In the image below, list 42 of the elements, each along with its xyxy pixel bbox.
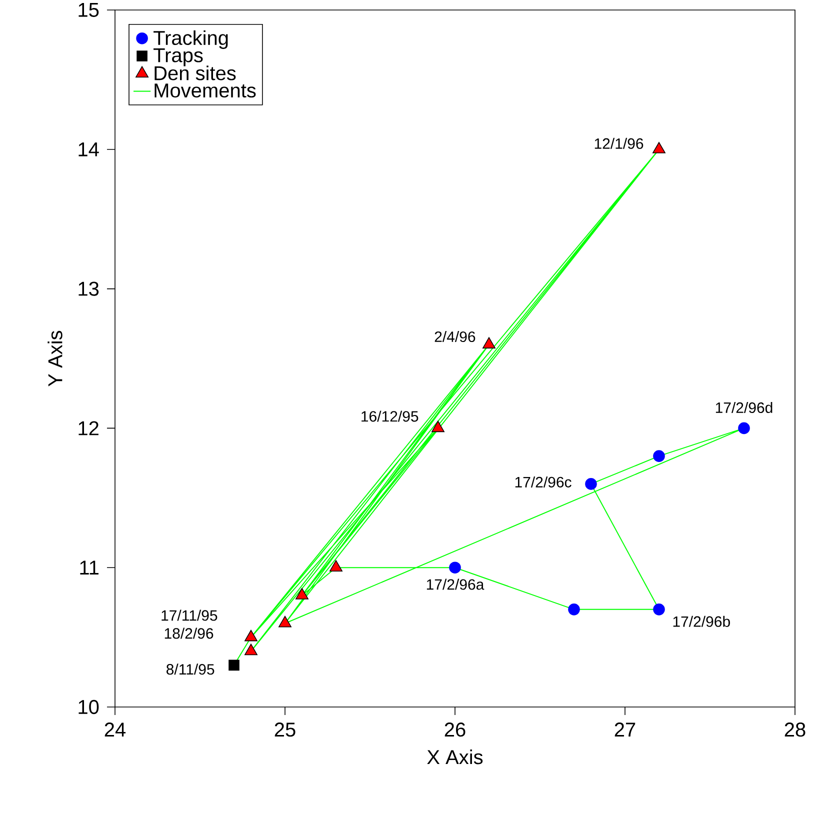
x-tick-label: 27 xyxy=(614,722,636,736)
annotation: 18/2/96 xyxy=(164,628,214,639)
annotation: 17/11/95 xyxy=(162,610,218,621)
point xyxy=(738,422,750,434)
point xyxy=(228,660,240,671)
x-axis-title: X Axis xyxy=(427,750,483,764)
x-tick-label: 24 xyxy=(104,722,126,736)
point xyxy=(244,630,258,642)
y-tick-label: 15 xyxy=(78,3,99,17)
point xyxy=(296,588,308,600)
annotation: 16/12/95 xyxy=(362,410,418,422)
legend-label: Movements xyxy=(154,84,256,98)
x-tick-label: 28 xyxy=(784,722,806,737)
point xyxy=(653,604,665,616)
y-tick-label: 10 xyxy=(78,700,99,714)
annotation: 17/2/96c xyxy=(515,476,572,488)
point xyxy=(653,450,665,462)
point xyxy=(244,644,258,656)
point xyxy=(432,420,444,432)
y-tick-label: 12 xyxy=(78,421,98,436)
y-axis-title: Y Axis xyxy=(48,330,62,386)
x-tick-label: 26 xyxy=(444,722,466,737)
y-tick-label: 11 xyxy=(80,560,98,574)
annotation: 8/11/95 xyxy=(166,664,214,675)
annotation: 12/1/96 xyxy=(594,138,644,149)
point xyxy=(568,604,580,616)
annotation: 2/4/96 xyxy=(434,331,476,342)
annotation: 17/2/96b xyxy=(673,616,730,627)
legend-label: Traps xyxy=(154,48,203,66)
annotation: 17/2/96d xyxy=(716,402,772,413)
point xyxy=(652,142,666,154)
legend-label: Tracking xyxy=(154,30,228,49)
y-tick-label: 13 xyxy=(78,282,99,296)
annotation: 17/2/96a xyxy=(426,578,484,590)
x-tick-label: 25 xyxy=(274,722,296,737)
point xyxy=(278,616,292,628)
point xyxy=(482,337,496,348)
y-tick-label: 14 xyxy=(78,142,99,156)
point xyxy=(585,478,597,490)
point xyxy=(449,562,461,574)
point xyxy=(330,560,342,572)
legend-label: Den sites xyxy=(154,66,236,80)
